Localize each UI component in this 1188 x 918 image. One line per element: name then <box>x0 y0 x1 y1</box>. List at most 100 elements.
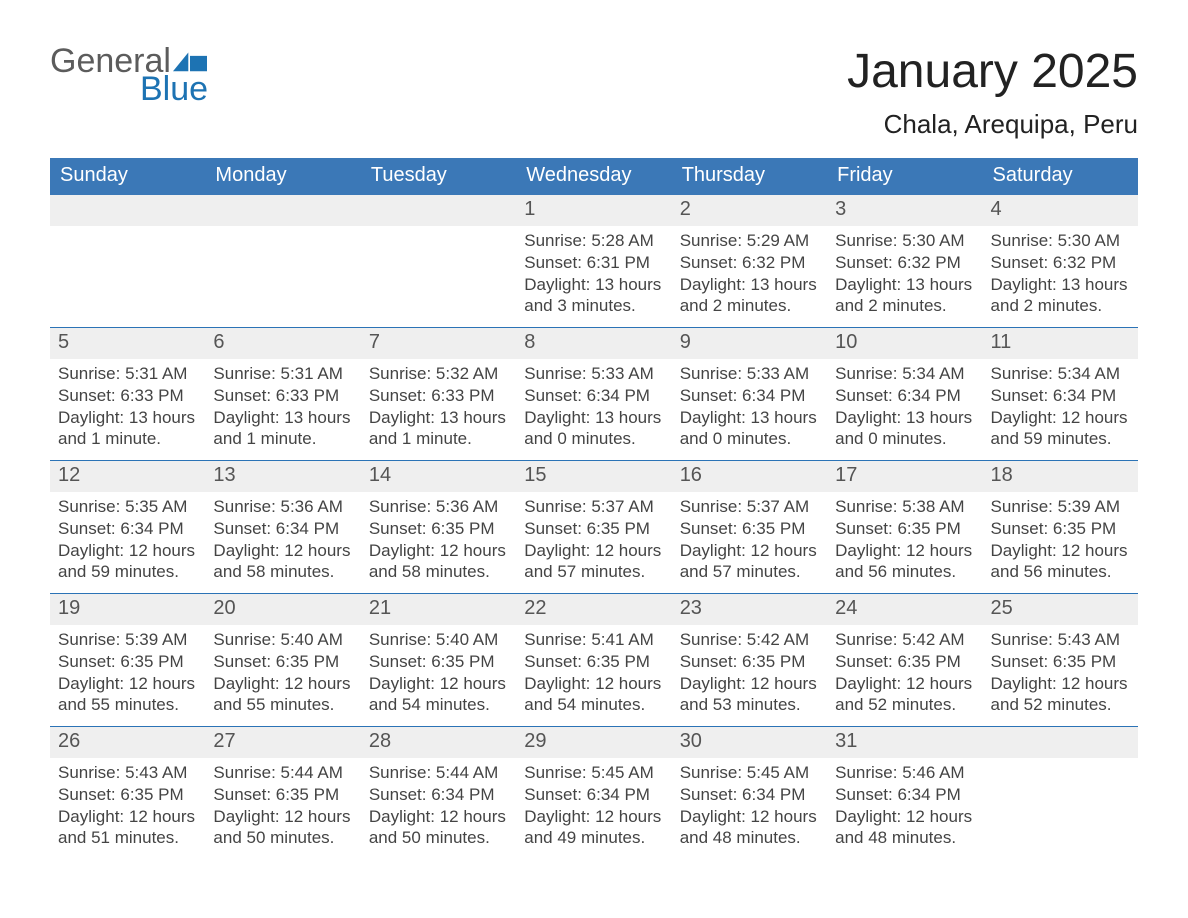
sunset-line: Sunset: 6:32 PM <box>991 252 1130 274</box>
daylight-line: Daylight: 12 hours and 54 minutes. <box>369 673 508 717</box>
sunrise-line: Sunrise: 5:43 AM <box>991 629 1130 651</box>
calendar-day-cell: 12Sunrise: 5:35 AMSunset: 6:34 PMDayligh… <box>50 461 205 594</box>
header: General Blue January 2025 Chala, Arequip… <box>50 44 1138 140</box>
sunset-line: Sunset: 6:32 PM <box>680 252 819 274</box>
sunset-line: Sunset: 6:31 PM <box>524 252 663 274</box>
day-number: 18 <box>983 461 1138 492</box>
weekday-header: Wednesday <box>516 158 671 195</box>
day-details: Sunrise: 5:42 AMSunset: 6:35 PMDaylight:… <box>672 625 827 726</box>
day-details: Sunrise: 5:30 AMSunset: 6:32 PMDaylight:… <box>827 226 982 327</box>
weekday-header: Thursday <box>672 158 827 195</box>
page-title: January 2025 <box>847 44 1138 99</box>
day-number: 13 <box>205 461 360 492</box>
day-number: 2 <box>672 195 827 226</box>
day-number: 9 <box>672 328 827 359</box>
sunset-line: Sunset: 6:32 PM <box>835 252 974 274</box>
sunset-line: Sunset: 6:34 PM <box>680 784 819 806</box>
calendar-day-cell <box>205 195 360 328</box>
daylight-line: Daylight: 12 hours and 53 minutes. <box>680 673 819 717</box>
calendar-day-cell: 1Sunrise: 5:28 AMSunset: 6:31 PMDaylight… <box>516 195 671 328</box>
calendar-day-cell: 30Sunrise: 5:45 AMSunset: 6:34 PMDayligh… <box>672 727 827 859</box>
daylight-line: Daylight: 12 hours and 55 minutes. <box>213 673 352 717</box>
day-details: Sunrise: 5:39 AMSunset: 6:35 PMDaylight:… <box>50 625 205 726</box>
day-number <box>361 195 516 226</box>
day-number: 6 <box>205 328 360 359</box>
day-details: Sunrise: 5:40 AMSunset: 6:35 PMDaylight:… <box>205 625 360 726</box>
sunrise-line: Sunrise: 5:30 AM <box>991 230 1130 252</box>
daylight-line: Daylight: 12 hours and 48 minutes. <box>680 806 819 850</box>
sunset-line: Sunset: 6:35 PM <box>524 651 663 673</box>
day-details: Sunrise: 5:45 AMSunset: 6:34 PMDaylight:… <box>516 758 671 859</box>
daylight-line: Daylight: 12 hours and 59 minutes. <box>58 540 197 584</box>
day-details: Sunrise: 5:44 AMSunset: 6:35 PMDaylight:… <box>205 758 360 859</box>
sunrise-line: Sunrise: 5:29 AM <box>680 230 819 252</box>
calendar-day-cell: 11Sunrise: 5:34 AMSunset: 6:34 PMDayligh… <box>983 328 1138 461</box>
day-details: Sunrise: 5:45 AMSunset: 6:34 PMDaylight:… <box>672 758 827 859</box>
sunset-line: Sunset: 6:34 PM <box>58 518 197 540</box>
calendar-day-cell: 16Sunrise: 5:37 AMSunset: 6:35 PMDayligh… <box>672 461 827 594</box>
day-details: Sunrise: 5:36 AMSunset: 6:34 PMDaylight:… <box>205 492 360 593</box>
day-number: 4 <box>983 195 1138 226</box>
daylight-line: Daylight: 13 hours and 1 minute. <box>369 407 508 451</box>
sunrise-line: Sunrise: 5:33 AM <box>524 363 663 385</box>
sunset-line: Sunset: 6:33 PM <box>58 385 197 407</box>
sunrise-line: Sunrise: 5:39 AM <box>58 629 197 651</box>
calendar-page: General Blue January 2025 Chala, Arequip… <box>0 0 1188 899</box>
daylight-line: Daylight: 12 hours and 54 minutes. <box>524 673 663 717</box>
sunset-line: Sunset: 6:34 PM <box>835 784 974 806</box>
day-number <box>983 727 1138 758</box>
sunrise-line: Sunrise: 5:36 AM <box>213 496 352 518</box>
sunset-line: Sunset: 6:35 PM <box>58 784 197 806</box>
day-number: 10 <box>827 328 982 359</box>
calendar-week: 19Sunrise: 5:39 AMSunset: 6:35 PMDayligh… <box>50 594 1138 727</box>
calendar-day-cell <box>361 195 516 328</box>
calendar-day-cell: 28Sunrise: 5:44 AMSunset: 6:34 PMDayligh… <box>361 727 516 859</box>
sunset-line: Sunset: 6:35 PM <box>213 651 352 673</box>
day-details: Sunrise: 5:32 AMSunset: 6:33 PMDaylight:… <box>361 359 516 460</box>
daylight-line: Daylight: 12 hours and 50 minutes. <box>213 806 352 850</box>
weekday-header: Saturday <box>983 158 1138 195</box>
daylight-line: Daylight: 13 hours and 0 minutes. <box>680 407 819 451</box>
calendar-day-cell: 8Sunrise: 5:33 AMSunset: 6:34 PMDaylight… <box>516 328 671 461</box>
day-details: Sunrise: 5:46 AMSunset: 6:34 PMDaylight:… <box>827 758 982 859</box>
day-number: 25 <box>983 594 1138 625</box>
day-number: 17 <box>827 461 982 492</box>
calendar-day-cell: 13Sunrise: 5:36 AMSunset: 6:34 PMDayligh… <box>205 461 360 594</box>
day-details: Sunrise: 5:31 AMSunset: 6:33 PMDaylight:… <box>205 359 360 460</box>
brand-logo: General Blue <box>50 44 208 106</box>
daylight-line: Daylight: 12 hours and 57 minutes. <box>680 540 819 584</box>
sunrise-line: Sunrise: 5:34 AM <box>835 363 974 385</box>
sunset-line: Sunset: 6:35 PM <box>524 518 663 540</box>
sunrise-line: Sunrise: 5:31 AM <box>58 363 197 385</box>
sunrise-line: Sunrise: 5:28 AM <box>524 230 663 252</box>
calendar-week: 26Sunrise: 5:43 AMSunset: 6:35 PMDayligh… <box>50 727 1138 859</box>
daylight-line: Daylight: 13 hours and 2 minutes. <box>835 274 974 318</box>
sunset-line: Sunset: 6:35 PM <box>369 518 508 540</box>
calendar-day-cell: 5Sunrise: 5:31 AMSunset: 6:33 PMDaylight… <box>50 328 205 461</box>
day-details: Sunrise: 5:29 AMSunset: 6:32 PMDaylight:… <box>672 226 827 327</box>
day-number: 12 <box>50 461 205 492</box>
day-details: Sunrise: 5:33 AMSunset: 6:34 PMDaylight:… <box>672 359 827 460</box>
day-number: 24 <box>827 594 982 625</box>
sunset-line: Sunset: 6:35 PM <box>213 784 352 806</box>
sunrise-line: Sunrise: 5:46 AM <box>835 762 974 784</box>
day-details: Sunrise: 5:28 AMSunset: 6:31 PMDaylight:… <box>516 226 671 327</box>
calendar-day-cell <box>983 727 1138 859</box>
daylight-line: Daylight: 13 hours and 1 minute. <box>213 407 352 451</box>
daylight-line: Daylight: 12 hours and 56 minutes. <box>835 540 974 584</box>
sunrise-line: Sunrise: 5:36 AM <box>369 496 508 518</box>
daylight-line: Daylight: 12 hours and 59 minutes. <box>991 407 1130 451</box>
sunrise-line: Sunrise: 5:44 AM <box>213 762 352 784</box>
flag-icon <box>173 50 207 72</box>
day-number: 8 <box>516 328 671 359</box>
day-number: 16 <box>672 461 827 492</box>
sunset-line: Sunset: 6:35 PM <box>680 651 819 673</box>
sunset-line: Sunset: 6:34 PM <box>213 518 352 540</box>
sunrise-line: Sunrise: 5:41 AM <box>524 629 663 651</box>
sunrise-line: Sunrise: 5:37 AM <box>680 496 819 518</box>
day-number: 30 <box>672 727 827 758</box>
day-number: 5 <box>50 328 205 359</box>
sunset-line: Sunset: 6:33 PM <box>213 385 352 407</box>
daylight-line: Daylight: 13 hours and 2 minutes. <box>991 274 1130 318</box>
calendar-day-cell: 22Sunrise: 5:41 AMSunset: 6:35 PMDayligh… <box>516 594 671 727</box>
